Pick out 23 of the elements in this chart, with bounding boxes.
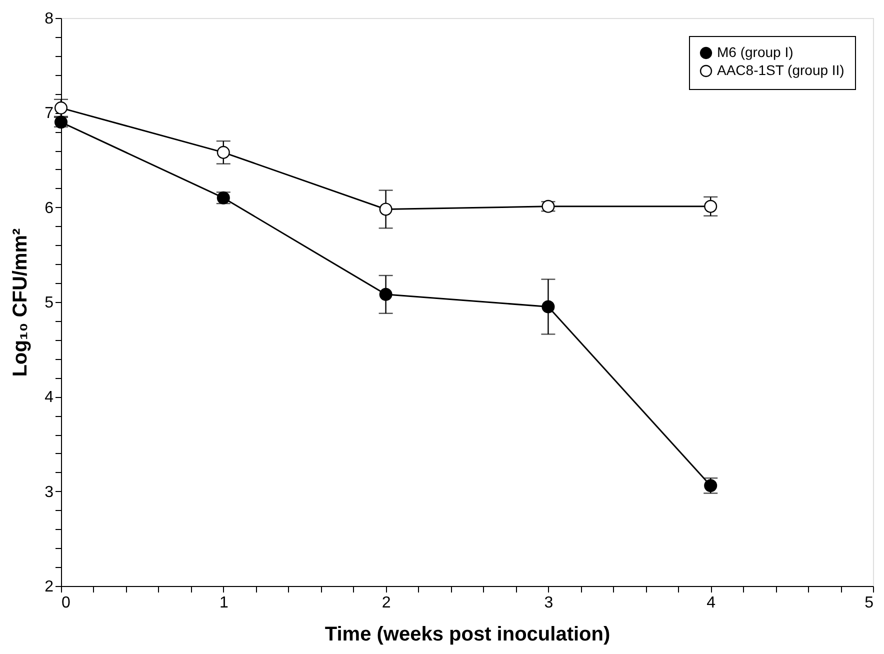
y-tick-label: 5 [44, 294, 54, 312]
y-tick-label: 6 [44, 200, 54, 217]
point [54, 101, 68, 114]
y-tick-label: 4 [44, 389, 54, 406]
legend-label: AAC8-1ST (group II) [717, 62, 844, 78]
y-tick-label: 8 [44, 10, 54, 28]
point [704, 200, 718, 213]
point [542, 300, 555, 314]
point [379, 288, 392, 301]
y-axis-title: Log₁₀ CFU/mm² [10, 228, 32, 377]
point [216, 146, 230, 159]
y-tick-label: 7 [44, 105, 54, 122]
x-tick-label: 0 [62, 594, 70, 612]
legend-label: M6 (group I) [717, 44, 794, 60]
x-tick-label: 4 [706, 594, 716, 612]
y-tick-label: 3 [44, 484, 54, 501]
x-axis-title: Time (weeks post inoculation) [324, 624, 610, 646]
point [379, 202, 392, 216]
x-tick-label: 3 [544, 594, 554, 612]
x-tick-label: 5 [864, 594, 874, 612]
x-tick-label: 2 [382, 594, 391, 612]
x-tick-label: 1 [219, 594, 228, 612]
y-tick-label: 2 [44, 578, 54, 596]
